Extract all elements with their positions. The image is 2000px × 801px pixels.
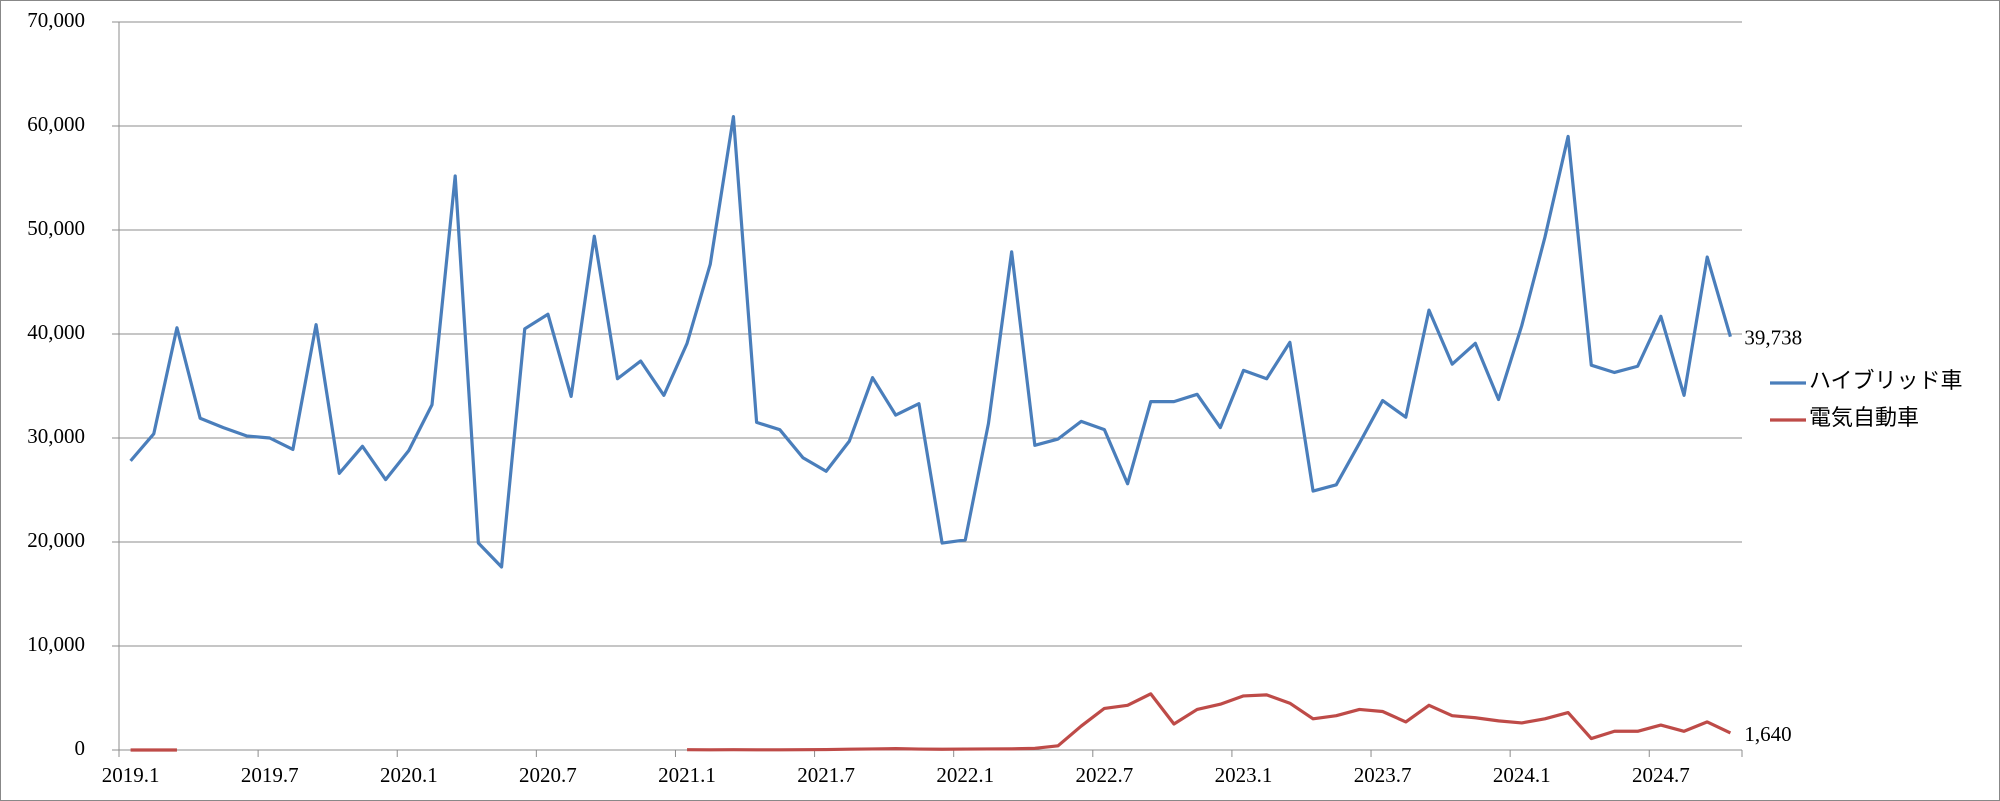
series-line [129,115,1732,569]
x-tick-label: 2023.7 [1354,763,1412,787]
x-tick-label: 2019.7 [241,763,299,787]
x-tick-label: 2024.7 [1632,763,1690,787]
data-label: 39,738 [1744,326,1802,350]
x-tick-label: 2024.1 [1493,763,1551,787]
x-tick-label: 2019.1 [102,763,160,787]
legend-label: ハイブリッド車 [1809,368,1963,393]
series-line [130,692,1732,752]
y-tick-label: 10,000 [27,632,85,656]
y-tick-label: 60,000 [27,112,85,136]
x-tick-label: 2022.7 [1076,763,1134,787]
x-tick-label: 2020.7 [519,763,577,787]
y-tick-label: 0 [75,736,86,760]
legend-label: 電気自動車 [1809,405,1919,430]
y-tick-label: 30,000 [27,424,85,448]
x-tick-label: 2022.1 [936,763,994,787]
data-label: 1,640 [1744,722,1791,746]
x-tick-label: 2021.1 [658,763,716,787]
x-tick-label: 2021.7 [797,763,855,787]
y-tick-label: 40,000 [27,320,85,344]
y-tick-label: 70,000 [27,8,85,32]
y-tick-label: 20,000 [27,528,85,552]
x-tick-label: 2023.1 [1215,763,1273,787]
y-tick-label: 50,000 [27,216,85,240]
x-tick-label: 2020.1 [380,763,438,787]
